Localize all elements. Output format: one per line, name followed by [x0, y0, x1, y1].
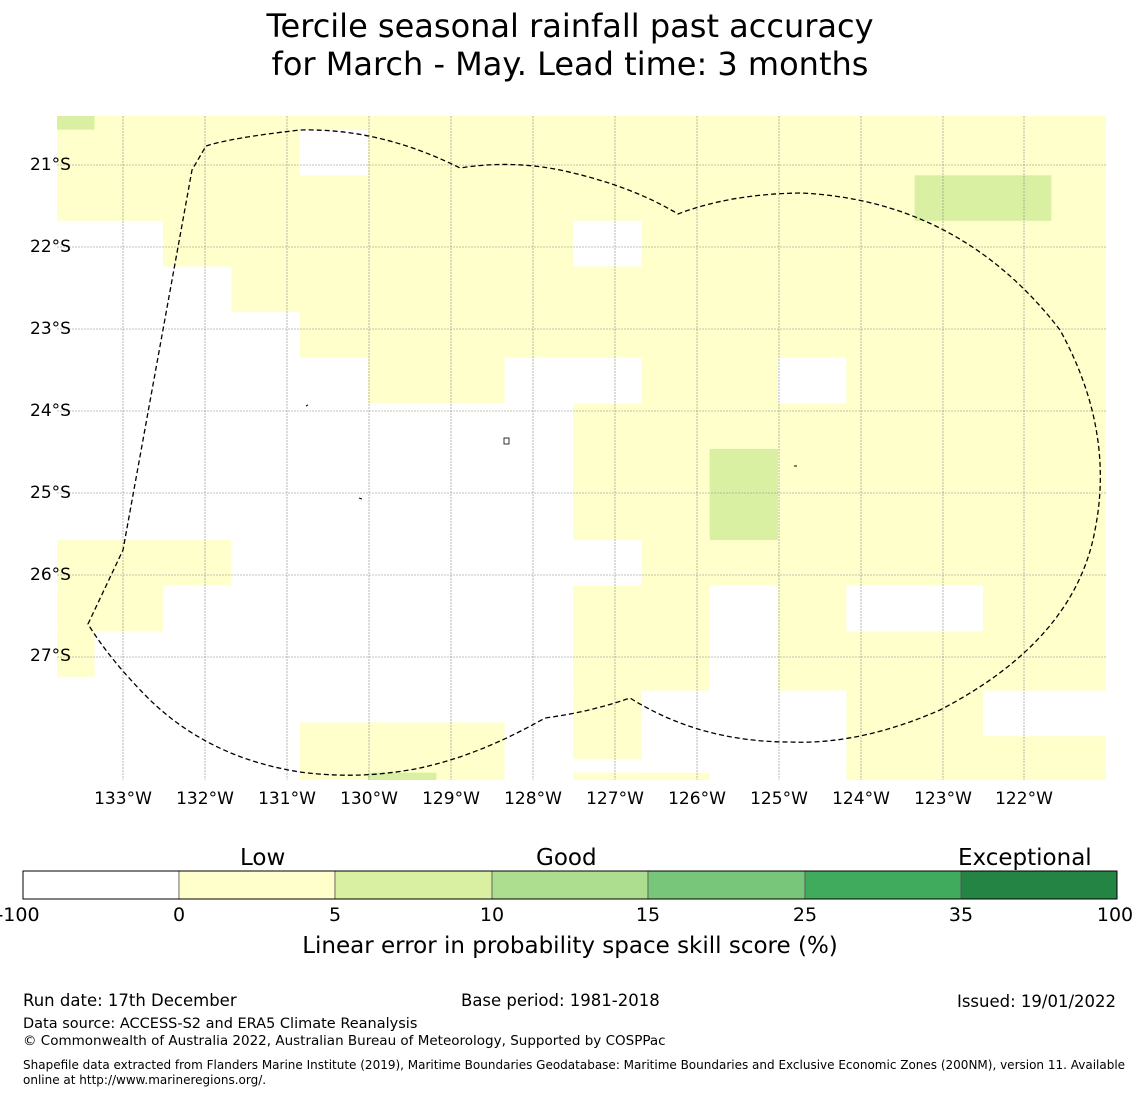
- skill-cell-block-2: [231, 266, 1106, 313]
- lon-label-129w: 129°W: [422, 789, 480, 809]
- skill-cell-block-4: [367, 357, 1106, 404]
- lon-label-124w: 124°W: [832, 789, 890, 809]
- colorbar-swatch-5: [804, 870, 962, 900]
- colorbar-tick-10: 10: [479, 904, 505, 926]
- lat-label-23s: 23°S: [30, 319, 71, 339]
- colorbar-tick-25: 25: [792, 904, 818, 926]
- no-skill-cell-block-5: [572, 540, 642, 586]
- colorbar-swatch-2: [334, 870, 493, 900]
- skill-cell-block-7: [57, 585, 163, 632]
- shapefile-credit: Shapefile data extracted from Flanders M…: [23, 1058, 1126, 1087]
- skill-cell-block-15: [914, 175, 1052, 221]
- colorbar-tick-100: 100: [1096, 904, 1134, 926]
- skill-cell-block-14: [57, 116, 95, 130]
- run-date: Run date: 17th December: [23, 991, 237, 1010]
- colorbar-category-good: Good: [536, 845, 597, 871]
- colorbar-tick-5: 5: [328, 904, 342, 926]
- colorbar-category-exceptional: Exceptional: [958, 845, 1092, 871]
- lon-label-127w: 127°W: [586, 789, 644, 809]
- lat-label-27s: 27°S: [30, 646, 71, 666]
- no-skill-cell-block-6: [709, 585, 778, 691]
- colorbar-frame: [22, 870, 1118, 900]
- lat-label-25s: 25°S: [30, 483, 71, 503]
- no-skill-cell-block-2: [777, 357, 847, 404]
- lon-label-132w: 132°W: [176, 789, 234, 809]
- colorbar-category-low: Low: [240, 845, 286, 871]
- lon-label-131w: 131°W: [258, 789, 316, 809]
- issued-date: Issued: 19/01/2022: [956, 992, 1116, 1011]
- colorbar-tick-minus100: -100: [0, 904, 40, 926]
- skill-cell-block-5: [572, 403, 1106, 691]
- skill-cell-block-10: [299, 722, 505, 780]
- lon-label-128w: 128°W: [504, 789, 562, 809]
- colorbar-tick-15: 15: [635, 904, 661, 926]
- colorbar-swatch-6: [960, 870, 1118, 900]
- skill-grid: [57, 116, 1107, 780]
- lon-label-122w: 122°W: [995, 789, 1053, 809]
- lat-label-24s: 24°S: [30, 401, 71, 421]
- island-speck-2: [503, 437, 510, 445]
- no-skill-cell-block-7: [846, 585, 983, 632]
- skill-cell-block-17: [367, 772, 437, 780]
- colorbar-swatch-4: [647, 870, 806, 900]
- skill-cell-block-16: [709, 448, 778, 541]
- lat-label-26s: 26°S: [30, 565, 71, 585]
- no-skill-cell-block-1: [572, 220, 642, 267]
- graticule: [57, 116, 1106, 780]
- lon-label-125w: 125°W: [750, 789, 808, 809]
- skill-cell-block-12: [572, 772, 710, 780]
- no-skill-cell-block-3: [504, 357, 642, 404]
- colorbar-tick-0: 0: [172, 904, 186, 926]
- no-skill-cell-block-10: [436, 676, 474, 723]
- skill-cell-block-3: [299, 312, 1106, 358]
- lat-label-21s: 21°S: [30, 155, 71, 175]
- island-speck-3: [358, 497, 363, 500]
- map-title-line-2: for March - May. Lead time: 3 months: [271, 45, 869, 83]
- copyright: © Commonwealth of Australia 2022, Austra…: [23, 1033, 666, 1049]
- lon-label-130w: 130°W: [340, 789, 398, 809]
- no-skill-cell-block-9: [162, 585, 368, 723]
- lat-label-22s: 22°S: [30, 237, 71, 257]
- map-title-line-1: Tercile seasonal rainfall past accuracy: [266, 7, 874, 45]
- skill-cell-block-6: [57, 540, 232, 586]
- lon-label-126w: 126°W: [668, 789, 726, 809]
- lon-label-133w: 133°W: [94, 789, 152, 809]
- no-skill-cell-block-11: [641, 690, 710, 773]
- eez-boundary: [87, 129, 1101, 776]
- base-period: Base period: 1981-2018: [461, 991, 660, 1010]
- colorbar-swatch-0: [22, 870, 180, 900]
- no-skill-cell-block-8: [57, 676, 126, 780]
- colorbar-title: Linear error in probability space skill …: [302, 933, 838, 959]
- no-skill-cell-block-0: [299, 129, 368, 176]
- colorbar-swatch-3: [491, 870, 649, 900]
- colorbar-swatch-1: [178, 870, 336, 900]
- colorbar-tick-35: 35: [948, 904, 974, 926]
- data-source: Data source: ACCESS-S2 and ERA5 Climate …: [23, 1016, 418, 1032]
- no-skill-cell-block-13: [982, 690, 1106, 737]
- island-speck-1: [305, 404, 309, 407]
- skill-cell-block-8: [57, 631, 95, 677]
- no-skill-cell-block-12: [709, 690, 847, 780]
- lon-label-123w: 123°W: [914, 789, 972, 809]
- no-skill-cell-block-4: [367, 403, 573, 723]
